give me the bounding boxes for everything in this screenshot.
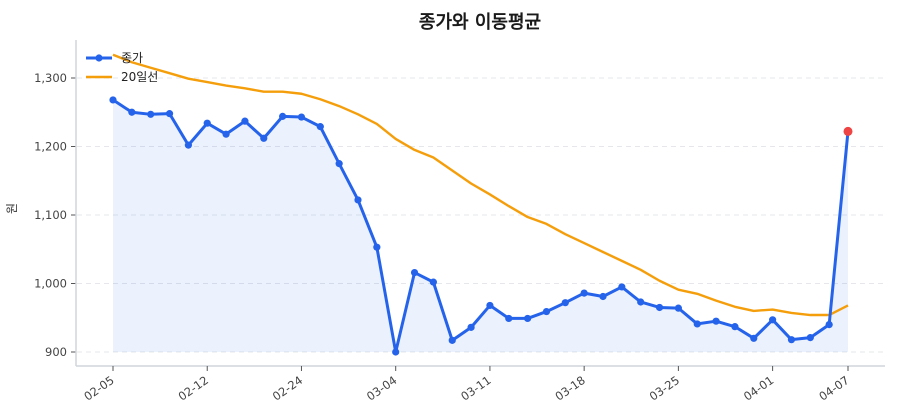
y-tick-label: 1,200 (34, 140, 67, 154)
y-tick-label: 1,000 (34, 277, 67, 291)
x-tick-label: 02-24 (270, 373, 305, 404)
close-marker (128, 108, 136, 116)
chart-title: 종가와 이동평균 (418, 12, 542, 33)
close-marker (637, 298, 645, 306)
close-marker (147, 110, 155, 118)
close-line (112, 98, 850, 354)
close-marker (410, 268, 419, 277)
close-marker (599, 292, 607, 301)
x-tick-label: 02-12 (176, 373, 211, 404)
close-marker (524, 314, 532, 323)
close-marker (750, 334, 758, 342)
legend: 종가 20일선 (86, 51, 158, 84)
close-marker (316, 123, 324, 131)
close-marker (580, 289, 588, 297)
close-marker (467, 323, 475, 331)
close-marker (354, 196, 362, 204)
close-marker (769, 316, 777, 324)
close-marker (392, 348, 400, 356)
close-marker (203, 119, 211, 127)
x-tick-label: 02-05 (81, 373, 116, 404)
series-group (109, 53, 853, 356)
close-marker (505, 314, 513, 323)
legend-ma20-label: 20일선 (121, 70, 158, 84)
legend-close-label: 종가 (121, 51, 143, 65)
close-marker (486, 301, 494, 310)
last-close-marker (843, 126, 853, 136)
y-tick-label: 1,300 (34, 71, 67, 85)
close-marker (279, 112, 287, 120)
close-marker (241, 117, 249, 125)
x-tick-label: 03-18 (552, 373, 587, 404)
x-tick-label: 03-25 (647, 373, 682, 404)
close-marker (165, 110, 174, 118)
close-marker (561, 299, 569, 307)
close-marker (335, 160, 343, 168)
close-marker (712, 317, 720, 325)
close-marker (806, 334, 814, 342)
close-marker (787, 336, 796, 344)
y-tick-label: 1,100 (34, 208, 67, 222)
close-marker (448, 336, 456, 344)
close-marker (109, 96, 117, 104)
ma20-line (112, 53, 849, 317)
close-marker (825, 321, 833, 329)
close-marker (655, 303, 664, 312)
x-tick-label: 04-07 (816, 373, 851, 404)
close-area-fill (113, 99, 848, 352)
close-marker (542, 307, 551, 316)
y-tick-label: 900 (45, 345, 67, 359)
close-marker (693, 320, 701, 328)
close-marker (373, 243, 381, 251)
close-marker (618, 283, 626, 291)
close-marker (674, 304, 682, 312)
close-marker (731, 323, 739, 331)
close-marker (184, 141, 192, 149)
close-marker (429, 278, 437, 286)
close-marker (297, 113, 306, 121)
close-marker (260, 134, 268, 142)
close-marker (222, 130, 230, 138)
x-tick-label: 04-01 (741, 373, 776, 404)
x-tick-label: 03-11 (458, 373, 493, 404)
x-tick-label: 03-04 (364, 373, 399, 404)
